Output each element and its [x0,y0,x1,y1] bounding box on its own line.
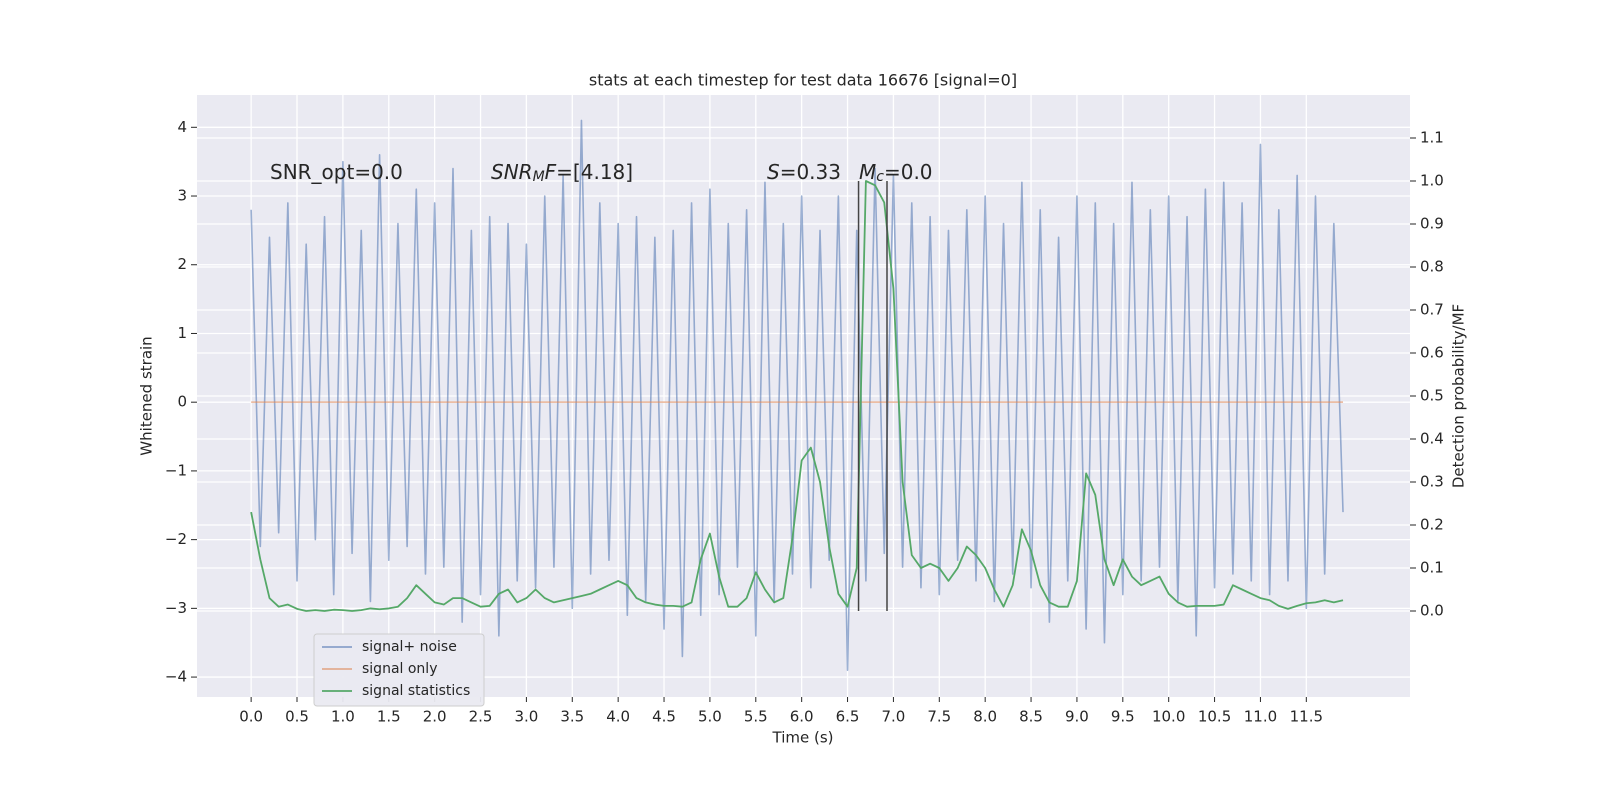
annotation: SNR_opt=0.0 [270,160,403,184]
x-tick-label: 0.5 [285,708,309,726]
x-tick-label: 7.0 [881,708,905,726]
legend-label: signal+ noise [362,639,457,655]
x-tick-label: 10.0 [1152,708,1185,726]
x-tick-label: 1.5 [377,708,401,726]
y2-tick-label: 1.0 [1420,172,1444,190]
y2-tick-label: 0.8 [1420,258,1444,276]
x-tick-label: 9.5 [1111,708,1135,726]
y-tick-label: 1 [177,324,187,342]
x-tick-label: 3.5 [560,708,584,726]
x-tick-label: 4.0 [606,708,630,726]
x-tick-label: 5.0 [698,708,722,726]
y2-tick-label: 0.4 [1420,430,1444,448]
x-tick-label: 11.5 [1290,708,1323,726]
x-tick-label: 11.0 [1244,708,1277,726]
x-tick-label: 6.0 [790,708,814,726]
x-tick-label: 0.0 [239,708,263,726]
annotation-part: =[4.18] [556,160,633,184]
x-tick-label: 7.5 [927,708,951,726]
x-tick-label: 10.5 [1198,708,1231,726]
y-tick-label: 3 [177,187,187,205]
y2-tick-label: 1.1 [1420,129,1444,147]
x-tick-label: 8.5 [1019,708,1043,726]
annotation: SNRMF=[4.18] [491,160,633,186]
legend-label: signal only [362,661,437,677]
legend-box [313,633,485,707]
x-tick-label: 2.5 [469,708,493,726]
y2-tick-label: 0.0 [1420,602,1444,620]
x-tick-label: 1.0 [331,708,355,726]
y2-tick-label: 0.5 [1420,387,1444,405]
annotation-part: SNR [491,160,533,184]
y-axis-label: Whitened strain [138,336,156,455]
y-tick-label: −2 [165,530,187,548]
x-tick-label: 6.5 [836,708,860,726]
chart-title: stats at each timestep for test data 166… [589,71,1017,90]
annotation: Mc=0.0 [859,160,933,186]
x-tick-label: 3.0 [514,708,538,726]
y2-tick-label: 0.1 [1420,559,1444,577]
x-tick-label: 2.0 [423,708,447,726]
annotation-part: c [876,169,884,185]
y-tick-label: 4 [177,118,187,136]
annotation-part: =0.0 [884,160,933,184]
y2-tick-label: 0.6 [1420,344,1444,362]
annotation: S=0.33 [767,160,841,184]
x-tick-label: 8.0 [973,708,997,726]
y-tick-label: −4 [165,668,187,686]
series-line [250,119,1344,671]
y2-axis-label: Detection probability/MF [1450,304,1468,488]
x-tick-label: 4.5 [652,708,676,726]
legend-label: signal statistics [362,683,470,699]
annotation-part: M [859,160,876,184]
y2-tick-label: 0.3 [1420,473,1444,491]
x-axis-label: Time (s) [772,729,834,747]
y2-tick-label: 0.2 [1420,516,1444,534]
annotation-part: SNR_opt=0.0 [270,160,403,184]
x-tick-label: 9.0 [1065,708,1089,726]
annotation-part: S [767,160,780,184]
x-tick-label: 5.5 [744,708,768,726]
annotation-part: F [545,160,557,184]
y-tick-label: −3 [165,599,187,617]
series-line [250,180,1344,612]
y2-tick-label: 0.7 [1420,301,1444,319]
y-tick-label: 0 [177,393,187,411]
annotation-part: M [533,169,545,185]
y-tick-label: −1 [165,461,187,479]
annotation-part: =0.33 [780,160,841,184]
y-tick-label: 2 [177,255,187,273]
y2-tick-label: 0.9 [1420,215,1444,233]
